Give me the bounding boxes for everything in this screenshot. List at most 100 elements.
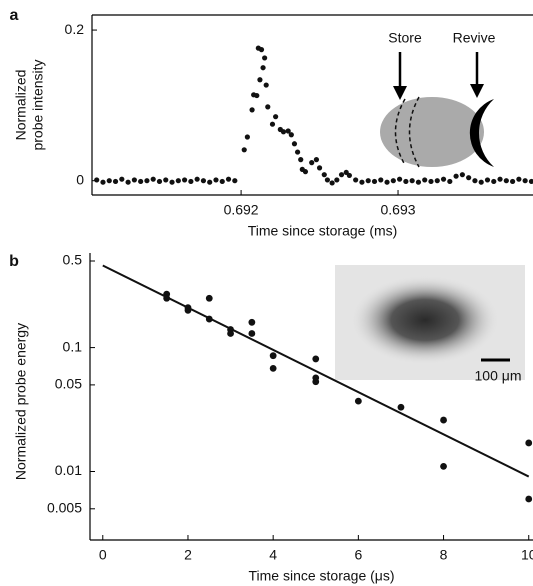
data-point (491, 178, 497, 185)
x-tick-label: 8 (440, 547, 448, 563)
data-point (472, 178, 478, 184)
data-point (194, 176, 200, 182)
panel-0: a 0 0.2 0.692 0.693 Time since storage (ms) No… (10, 7, 533, 239)
data-point (269, 121, 276, 127)
data-point (248, 318, 256, 326)
data-point (125, 179, 131, 185)
atom-cloud-image (350, 275, 500, 365)
data-point (312, 378, 320, 386)
data-point (378, 177, 384, 183)
data-point (466, 175, 472, 181)
data-point (249, 107, 255, 113)
panel-label: a (10, 7, 19, 24)
data-point (478, 179, 484, 185)
data-point (248, 330, 256, 337)
data-point (288, 132, 294, 138)
data-point (321, 172, 327, 178)
data-point (131, 177, 137, 183)
data-point (213, 177, 219, 183)
data-point (338, 172, 345, 178)
data-point (175, 178, 181, 184)
data-point (200, 178, 207, 184)
data-point (207, 179, 213, 185)
x-tick-label: 4 (269, 547, 277, 563)
scale-label: 100 μm (475, 368, 522, 384)
data-point (509, 178, 516, 185)
y-tick-label: 0 (76, 171, 84, 187)
data-point (244, 134, 250, 140)
data-point (163, 177, 169, 183)
data-point (227, 330, 234, 337)
data-point (354, 397, 362, 405)
data-point (309, 160, 315, 166)
data-point (422, 177, 428, 183)
y-axis-label: Normalized (13, 70, 29, 141)
data-point (260, 65, 266, 71)
data-point (285, 128, 291, 134)
panel-label: b (9, 253, 19, 270)
data-point (324, 177, 331, 183)
data-point (497, 176, 503, 182)
data-point (254, 92, 260, 99)
data-point (409, 178, 415, 184)
x-axis-label: Time since storage (ms) (248, 223, 398, 239)
x-tick-label: 2 (184, 547, 192, 563)
panel-1: b 0.5 0.1 0.05 0.01 0.005 0 2 4 6 8 10 Time since st… (9, 252, 533, 584)
data-point (415, 179, 422, 185)
data-point (312, 355, 320, 363)
data-point (459, 172, 465, 178)
data-point (384, 179, 390, 185)
data-point (329, 180, 335, 186)
data-point (397, 403, 405, 411)
data-point (302, 169, 309, 175)
data-point (371, 178, 378, 185)
data-point (106, 178, 112, 184)
y-axis-label: Normalized probe energy (13, 323, 29, 480)
data-point (359, 179, 365, 185)
x-tick-label: 0 (99, 547, 107, 563)
annotation: Revive (453, 30, 496, 46)
data-point (273, 114, 279, 120)
fit-line (102, 264, 530, 478)
data-point (269, 364, 277, 372)
inset-image: 100 μm (335, 265, 525, 384)
data-point (150, 176, 156, 182)
y-tick-label: 0.005 (47, 500, 82, 516)
x-axis-label: Time since storage (μs) (248, 568, 394, 584)
arrow-head (393, 86, 407, 100)
data-point (353, 177, 359, 183)
data-point (219, 178, 225, 185)
x-tick-label: 0.693 (381, 202, 416, 218)
data-point (397, 176, 403, 182)
data-point (291, 141, 298, 147)
data-point (241, 147, 247, 153)
data-point (346, 172, 352, 179)
y-tick-label: 0.2 (65, 21, 85, 37)
data-point (265, 104, 271, 110)
data-point (334, 177, 340, 183)
data-point (503, 178, 509, 184)
data-point (403, 178, 409, 185)
data-point (434, 178, 440, 184)
arrow-head (470, 84, 484, 98)
data-point (169, 179, 175, 185)
data-point (525, 495, 533, 503)
data-point (100, 179, 106, 185)
data-point (447, 178, 453, 185)
data-point (516, 176, 522, 182)
data-point (262, 55, 268, 61)
data-point (390, 178, 396, 184)
data-point (257, 77, 263, 83)
data-point (484, 177, 491, 183)
y-axis-label: probe intensity (30, 59, 46, 150)
x-tick-label: 6 (354, 547, 362, 563)
data-point (453, 173, 459, 179)
dashed-arc (408, 96, 420, 168)
data-point (522, 178, 528, 184)
data-point (205, 294, 213, 302)
data-point (440, 462, 447, 470)
data-point (144, 178, 150, 184)
crescent (469, 99, 494, 167)
